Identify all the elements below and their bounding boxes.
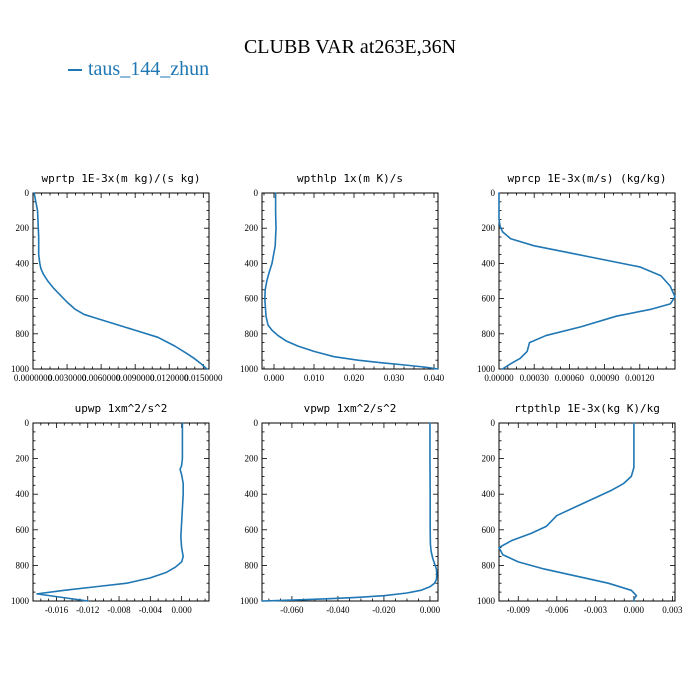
y-tick-label: 600	[16, 294, 30, 304]
x-tick-label: 0.00090	[590, 373, 620, 383]
y-tick-label: 1000	[11, 364, 30, 374]
plot-frame	[498, 192, 676, 370]
x-tick-label: -0.060	[280, 605, 304, 615]
x-tick-label: 0.00030	[520, 373, 550, 383]
panel-title: rtpthlp 1E-3x(kg K)/kg	[514, 402, 660, 415]
x-tick-label: -0.008	[107, 605, 131, 615]
x-tick-label: -0.040	[326, 605, 350, 615]
y-tick-label: 200	[482, 223, 496, 233]
panel-title: wprtp 1E-3x(m kg)/(s kg)	[42, 172, 201, 185]
x-tick-label: 0.00000	[484, 373, 514, 383]
y-tick-label: 400	[16, 489, 30, 499]
panel-3: wprcp 1E-3x(m/s) (kg/kg) 0 200 400 600 800 100…	[477, 172, 676, 383]
x-tick-label: 0.010	[304, 373, 325, 383]
x-tick-label: 0.0030000	[48, 373, 87, 383]
x-tick-label: 0.0090000	[116, 373, 155, 383]
panel-2: wpthlp 1x(m K)/s 0 200 400 600 800 1000 0.000 0.…	[240, 172, 445, 383]
y-tick-label: 400	[16, 258, 30, 268]
plot-frame	[261, 422, 439, 602]
y-tick-label: 0	[254, 418, 259, 428]
x-tick-label: 0.030	[384, 373, 405, 383]
legend: taus_144_zhun	[68, 58, 209, 81]
profile-line	[498, 192, 676, 370]
x-tick-label: 0.00060	[555, 373, 585, 383]
chart-main-title: CLUBB VAR at263E,36N	[243, 36, 457, 58]
y-tick-label: 600	[245, 525, 259, 535]
profile-line	[498, 422, 638, 602]
x-tick-label: 0.000	[420, 605, 441, 615]
y-tick-label: 600	[482, 525, 496, 535]
panel-6: rtpthlp 1E-3x(kg K)/kg 0 200 400 600 800 1000 -…	[477, 402, 683, 615]
x-tick-label: 0.040	[424, 373, 445, 383]
y-tick-label: 600	[245, 294, 259, 304]
y-tick-label: 400	[245, 489, 259, 499]
profile-line	[36, 422, 184, 602]
y-tick-label: 200	[16, 454, 30, 464]
x-tick-label: 0.0150000	[184, 373, 223, 383]
y-tick-label: 0	[25, 418, 30, 428]
y-tick-label: 0	[491, 188, 496, 198]
y-tick-label: 800	[16, 560, 30, 570]
y-tick-label: 1000	[240, 596, 259, 606]
plot-frame	[498, 422, 676, 602]
y-tick-label: 400	[482, 258, 496, 268]
x-tick-label: -0.003	[584, 605, 608, 615]
x-tick-label: -0.004	[139, 605, 163, 615]
y-tick-label: 600	[482, 294, 496, 304]
profile-line	[263, 192, 439, 370]
y-tick-label: 600	[16, 525, 30, 535]
y-tick-label: 0	[25, 188, 30, 198]
y-tick-label: 1000	[11, 596, 30, 606]
y-tick-label: 400	[245, 258, 259, 268]
x-tick-label: 0.020	[344, 373, 365, 383]
profile-line	[261, 422, 438, 602]
panel-title: upwp 1xm^2/s^2	[75, 402, 168, 415]
y-tick-label: 800	[16, 329, 30, 339]
legend-line-swatch	[68, 68, 82, 71]
x-tick-label: -0.006	[545, 605, 569, 615]
x-tick-label: 0.000	[171, 605, 192, 615]
x-tick-label: -0.020	[372, 605, 396, 615]
y-tick-label: 200	[245, 223, 259, 233]
x-tick-label: -0.009	[507, 605, 531, 615]
y-tick-label: 200	[245, 454, 259, 464]
y-tick-label: 0	[491, 418, 496, 428]
y-tick-label: 1000	[477, 596, 496, 606]
x-tick-label: 0.0060000	[82, 373, 121, 383]
y-tick-label: 200	[482, 454, 496, 464]
x-tick-label: -0.012	[76, 605, 99, 615]
y-tick-label: 800	[482, 329, 496, 339]
y-tick-label: 200	[16, 223, 30, 233]
profile-line	[33, 192, 208, 370]
x-tick-label: 0.00120	[625, 373, 655, 383]
legend-label: taus_144_zhun	[88, 58, 210, 80]
x-tick-label: 0.003	[662, 605, 683, 615]
y-tick-label: 800	[245, 329, 259, 339]
y-tick-label: 1000	[477, 364, 496, 374]
panel-title: wprcp 1E-3x(m/s) (kg/kg)	[508, 172, 667, 185]
x-tick-label: 0.0000000	[14, 373, 53, 383]
y-tick-label: 800	[245, 560, 259, 570]
y-tick-label: 400	[482, 489, 496, 499]
x-tick-label: 0.0120000	[150, 373, 189, 383]
panel-title: vpwp 1xm^2/s^2	[304, 402, 397, 415]
plot-frame	[32, 192, 210, 370]
y-tick-label: 1000	[240, 364, 259, 374]
panel-5: vpwp 1xm^2/s^2 0 200 400 600 800 1000 -0.060 -0.…	[240, 402, 441, 615]
y-tick-label: 0	[254, 188, 259, 198]
y-tick-label: 800	[482, 560, 496, 570]
x-tick-label: -0.016	[45, 605, 69, 615]
x-tick-label: 0.000	[624, 605, 645, 615]
panel-1: wprtp 1E-3x(m kg)/(s kg) 0 200 400 600 800 100…	[11, 172, 223, 383]
panel-title: wpthlp 1x(m K)/s	[297, 172, 403, 185]
panel-4: upwp 1xm^2/s^2 0 200 400 600 800 1000 -0.016 -0.…	[11, 402, 210, 615]
x-tick-label: 0.000	[264, 373, 285, 383]
